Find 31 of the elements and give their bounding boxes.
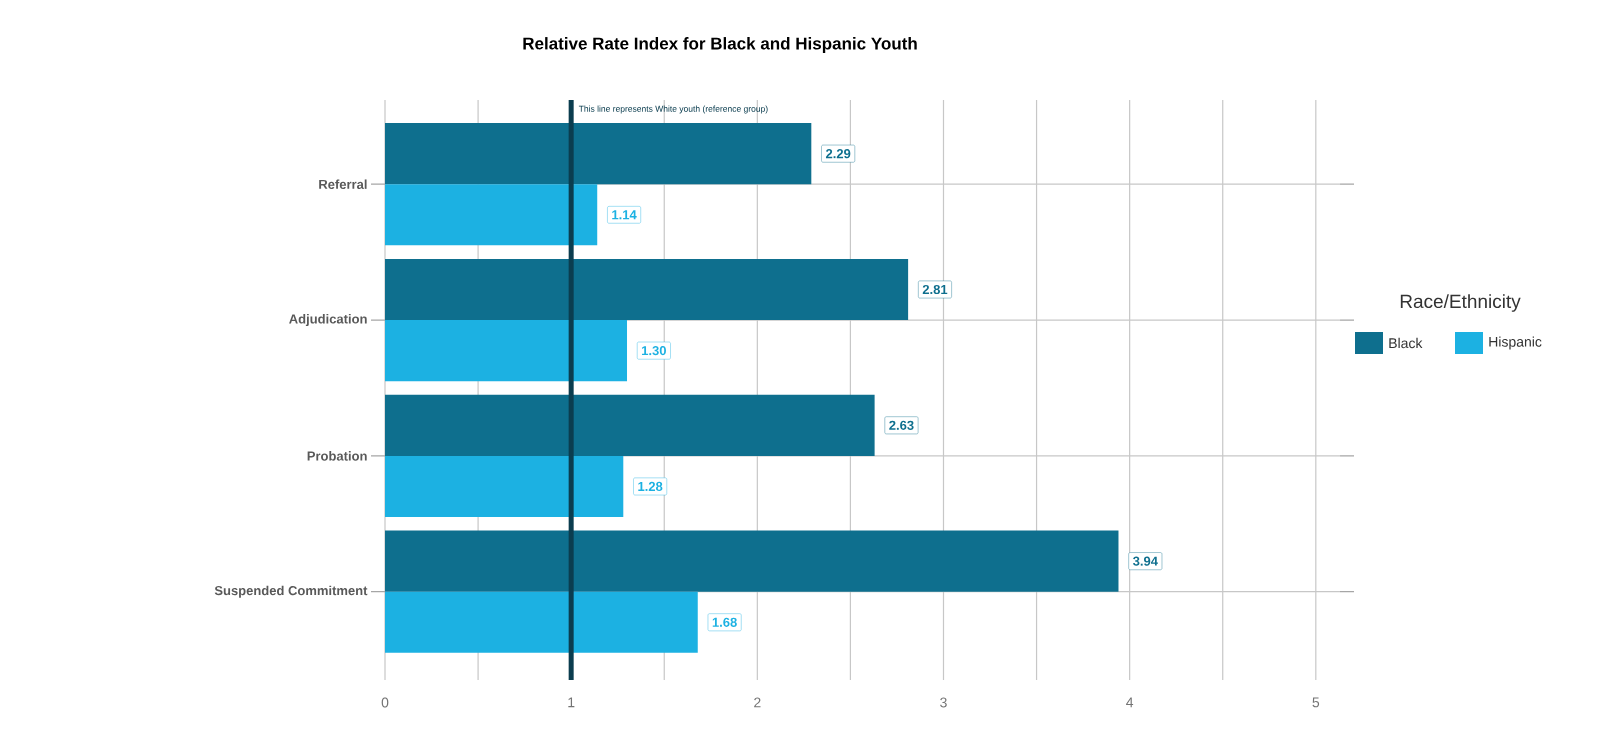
y-tick-label: Suspended Commitment <box>214 585 368 598</box>
x-tick-label: 1 <box>568 697 575 708</box>
y-tick-label: Adjudication <box>289 313 367 327</box>
data-label: 2.81 <box>922 284 948 295</box>
y-tick-label: Probation <box>307 451 367 461</box>
bar <box>385 591 698 653</box>
legend-label: Hispanic <box>1489 336 1542 350</box>
data-label: 3.94 <box>1132 556 1158 566</box>
bar <box>385 394 875 456</box>
x-tick-label: 2 <box>754 697 761 708</box>
y-tick-label: Referral <box>319 179 367 189</box>
bar <box>385 123 812 185</box>
bar <box>385 258 909 321</box>
legend-label: Black <box>1389 337 1423 349</box>
bar <box>385 455 624 518</box>
bar <box>385 530 1119 592</box>
data-label: 2.63 <box>889 420 914 430</box>
data-label: 1.14 <box>612 210 637 220</box>
data-label: 1.30 <box>642 346 666 356</box>
x-tick-label: 4 <box>1126 697 1134 708</box>
data-label: 1.28 <box>638 481 663 492</box>
x-tick-label: 5 <box>1312 697 1320 708</box>
x-tick-label: 3 <box>940 697 947 708</box>
chart-title: Relative Rate Index for Black and Hispanic Youth <box>523 37 917 53</box>
ref-line-label: This line represents White youth (reference group) <box>578 105 768 114</box>
data-label: 2.29 <box>825 149 851 159</box>
data-label: 1.68 <box>712 617 737 627</box>
bar <box>385 184 598 246</box>
legend-title: Race/Ethnicity <box>1400 294 1521 312</box>
x-tick-label: 0 <box>381 697 389 708</box>
bar <box>385 320 628 382</box>
